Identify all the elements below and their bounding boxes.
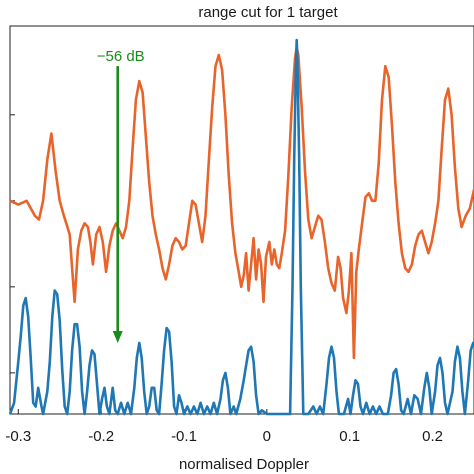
x-axis-ticks: -0.3 -0.2 -0.1 0 0.1 0.2 [5,409,443,445]
x-tick-label: -0.3 [5,428,31,445]
series-1-line [9,46,474,360]
x-axis-label: normalised Doppler [179,456,309,473]
plot-frame [9,25,474,415]
annotation-label: −56 dB [97,48,145,65]
x-tick-label: 0.2 [422,428,443,445]
chart-title: range cut for 1 target [198,4,338,21]
x-tick-label: 0 [263,428,271,445]
x-tick-label: -0.2 [88,428,114,445]
annotation-arrow-head [112,330,123,343]
x-tick-label: 0.1 [339,428,360,445]
series-2-line [8,38,474,416]
annotation-layer: −56 dB [97,48,145,343]
y-axis-ticks [10,114,15,374]
series-layer [8,38,474,416]
plot-area [9,25,474,415]
x-tick-label: -0.1 [171,428,197,445]
